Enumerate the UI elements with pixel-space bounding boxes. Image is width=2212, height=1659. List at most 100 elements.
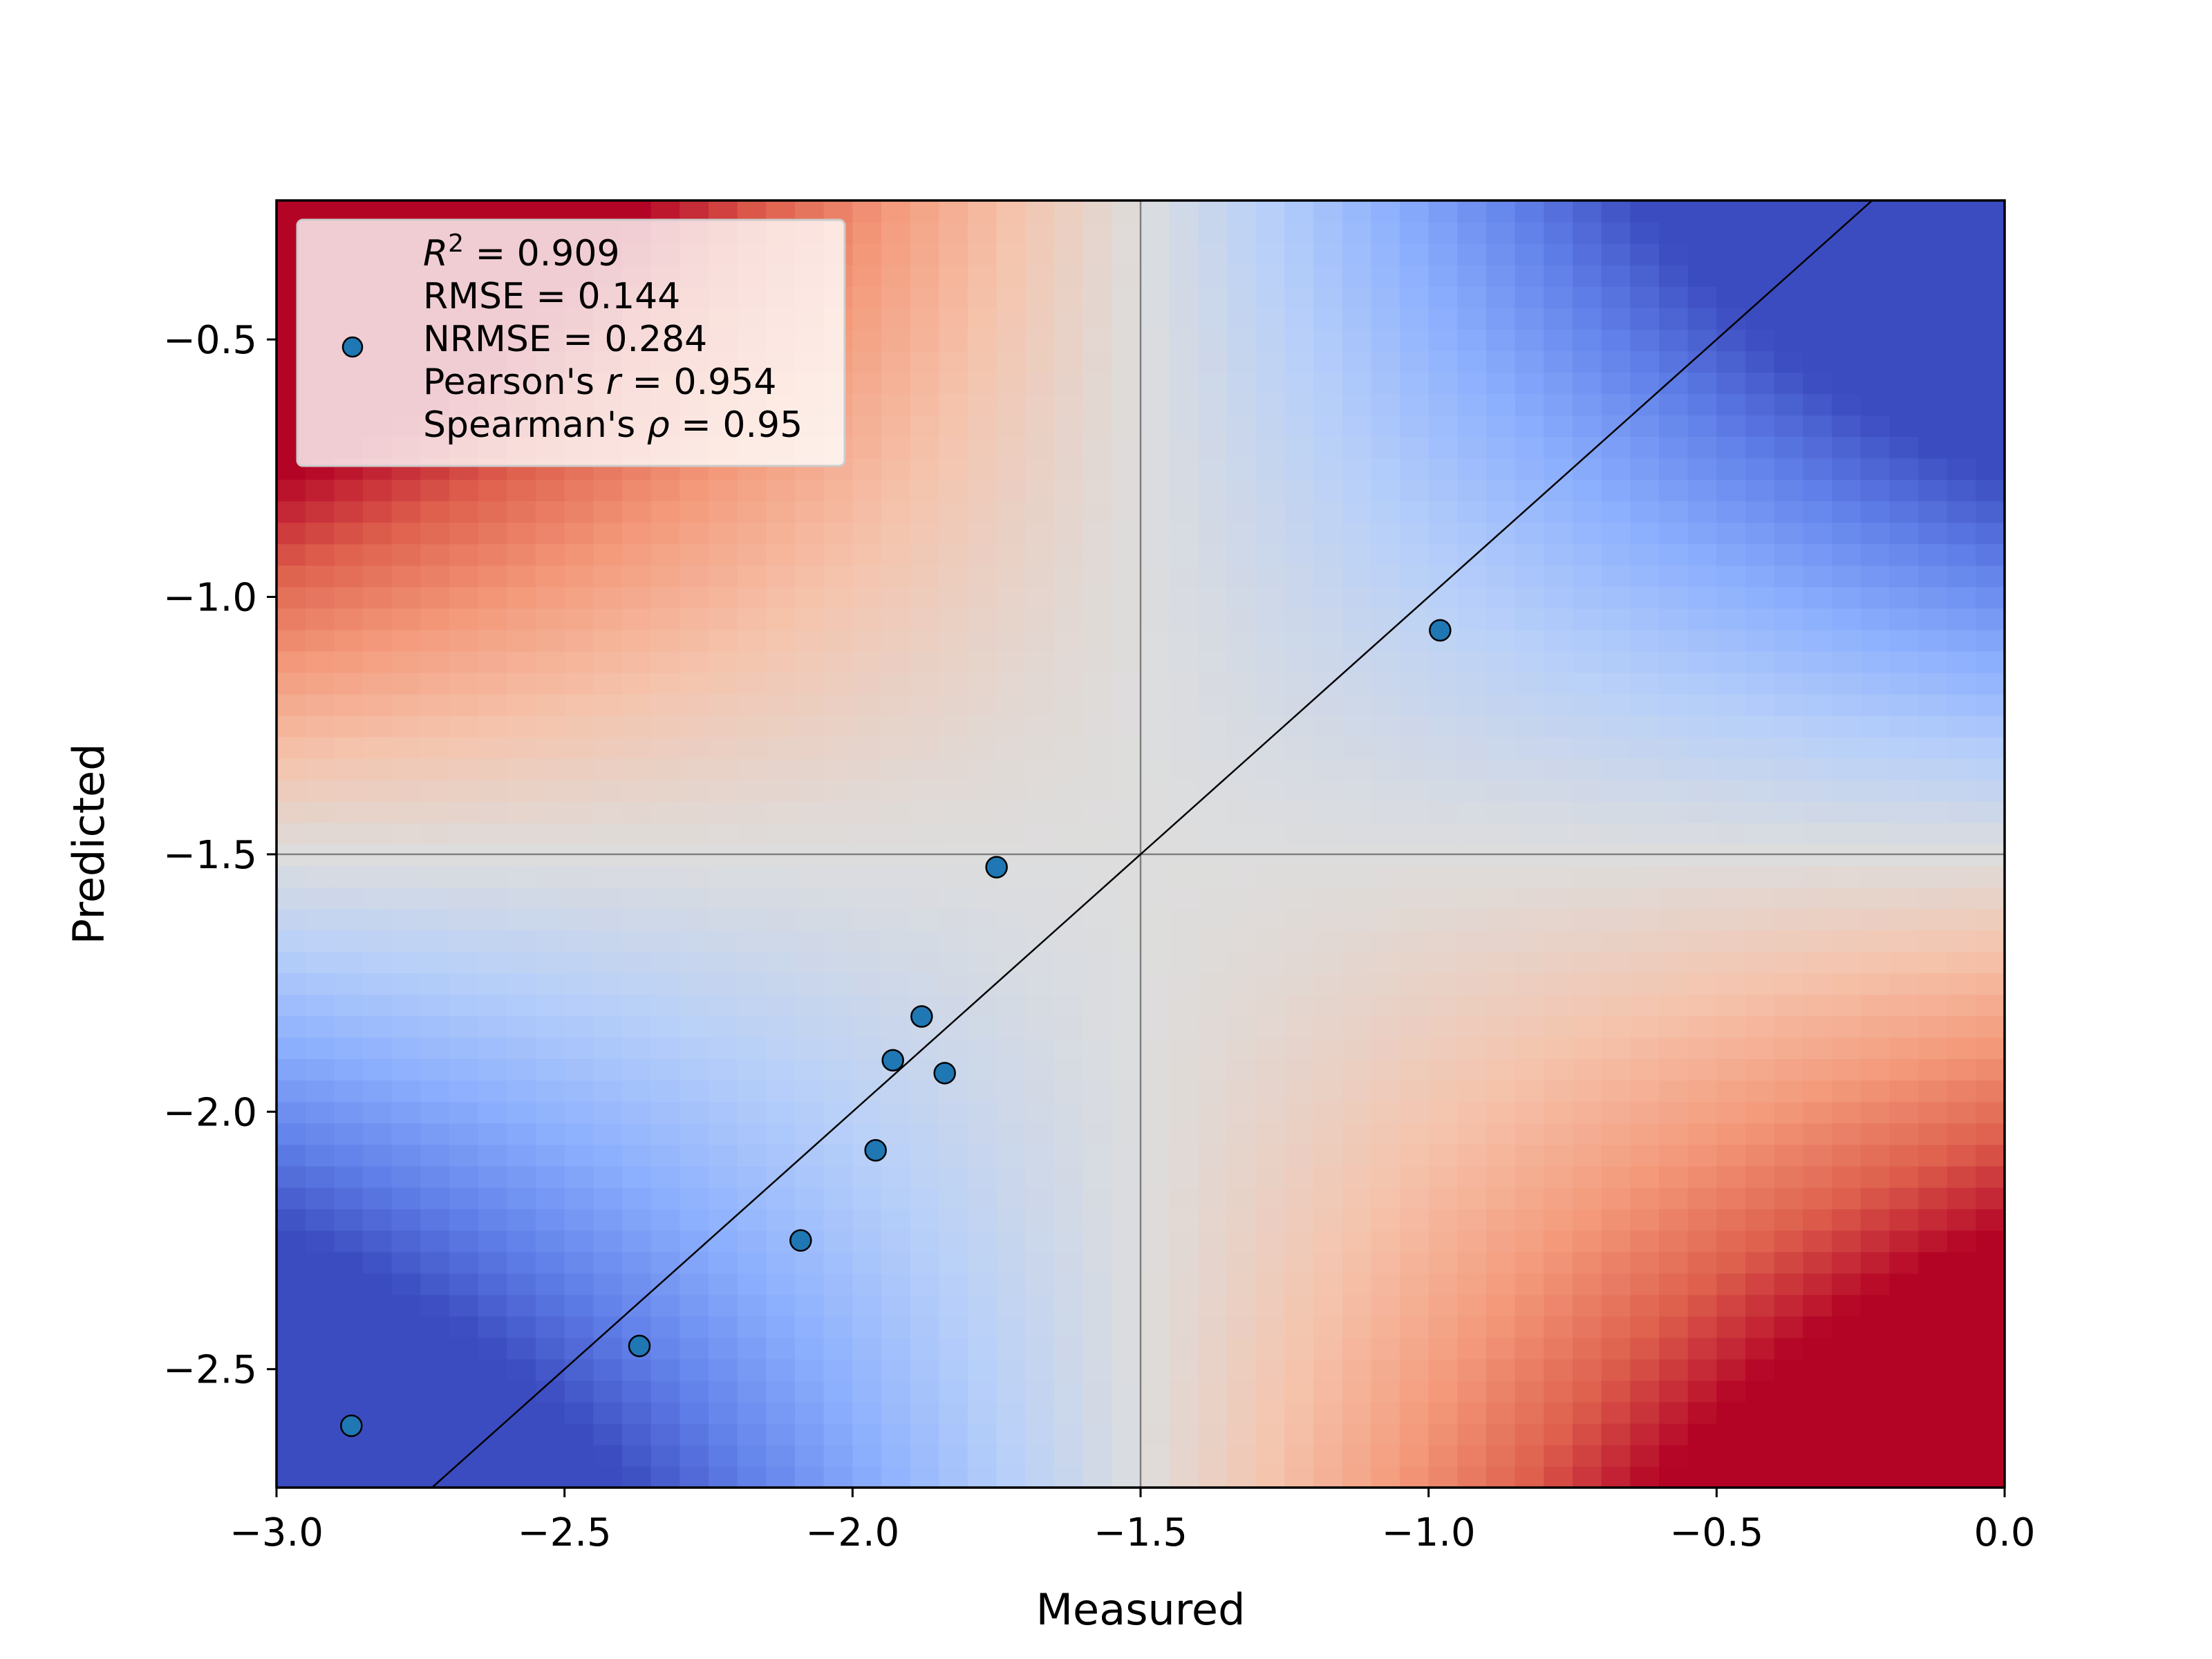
heatmap-cell <box>1371 565 1400 588</box>
heatmap-cell <box>823 973 854 995</box>
heatmap-cell <box>1947 650 1977 673</box>
heatmap-cell <box>1141 629 1170 652</box>
heatmap-cell <box>276 800 306 823</box>
heatmap-cell <box>1371 715 1400 738</box>
heatmap-cell <box>1428 1080 1459 1103</box>
heatmap-cell <box>363 1337 393 1360</box>
heatmap-cell <box>1630 951 1660 973</box>
heatmap-cell <box>1687 1423 1718 1445</box>
heatmap-cell <box>420 672 450 695</box>
heatmap-cell <box>363 1165 393 1188</box>
heatmap-cell <box>1054 1294 1084 1317</box>
heatmap-cell <box>823 951 854 973</box>
data-point <box>340 1414 363 1437</box>
heatmap-cell <box>1025 908 1055 930</box>
heatmap-cell <box>391 1230 422 1253</box>
heatmap-cell <box>1774 1123 1804 1145</box>
heatmap-cell <box>1601 1015 1631 1038</box>
heatmap-cell <box>1573 930 1602 952</box>
heatmap-cell <box>622 908 652 930</box>
heatmap-cell <box>1082 1187 1113 1210</box>
heatmap-cell <box>478 1230 508 1253</box>
heatmap-cell <box>536 779 565 802</box>
heatmap-cell <box>1457 908 1487 930</box>
heatmap-cell <box>1544 1315 1573 1338</box>
heatmap-cell <box>1803 1187 1833 1210</box>
heatmap-cell <box>363 693 393 716</box>
heatmap-cell <box>1544 693 1573 716</box>
heatmap-cell <box>1860 650 1891 673</box>
heatmap-cell <box>996 308 1027 330</box>
heatmap-cell <box>1544 1144 1573 1167</box>
heatmap-cell <box>1889 715 1919 738</box>
heatmap-cell <box>1573 565 1602 588</box>
heatmap-cell <box>1284 1208 1314 1231</box>
heatmap-cell <box>1860 265 1891 287</box>
heatmap-cell <box>1601 1294 1631 1317</box>
heatmap-cell <box>1803 1037 1833 1060</box>
heatmap-cell <box>1025 436 1055 459</box>
heatmap-cell <box>1976 458 2005 480</box>
heatmap-cell <box>593 565 623 588</box>
heatmap-cell <box>996 1444 1027 1467</box>
heatmap-cell <box>1112 1187 1141 1210</box>
heatmap-cell <box>996 800 1027 823</box>
heatmap-cell <box>1457 265 1487 287</box>
heatmap-cell <box>1054 1444 1084 1467</box>
heatmap-cell <box>1054 1165 1084 1188</box>
heatmap-cell <box>795 629 825 652</box>
heatmap-cell <box>1400 693 1430 716</box>
heatmap-cell <box>1889 1123 1919 1145</box>
heatmap-cell <box>1601 200 1631 223</box>
heatmap-cell <box>881 1423 911 1445</box>
heatmap-cell <box>1227 650 1257 673</box>
heatmap-cell <box>507 500 536 523</box>
heatmap-cell <box>766 1380 796 1403</box>
heatmap-cell <box>968 951 997 973</box>
heatmap-cell <box>939 308 968 330</box>
heatmap-cell <box>1284 650 1314 673</box>
heatmap-cell <box>1169 522 1199 545</box>
heatmap-cell <box>1889 1037 1919 1060</box>
heatmap-cell <box>1889 951 1919 973</box>
heatmap-cell <box>1400 1423 1430 1445</box>
heatmap-cell <box>564 1187 594 1210</box>
heatmap-cell <box>679 1015 709 1038</box>
heatmap-cell <box>795 586 825 609</box>
heatmap-cell <box>1428 543 1459 566</box>
heatmap-cell <box>1054 973 1084 995</box>
heatmap-cell <box>1918 629 1948 652</box>
heatmap-cell <box>1918 415 1948 438</box>
heatmap-cell <box>1284 715 1314 738</box>
heatmap-cell <box>1659 393 1689 416</box>
heatmap-cell <box>1745 372 1775 395</box>
heatmap-cell <box>1976 994 2005 1017</box>
heatmap-cell <box>334 1101 364 1124</box>
heatmap-cell <box>391 1358 422 1381</box>
heatmap-cell <box>1630 908 1660 930</box>
heatmap-cell <box>650 1101 681 1124</box>
heatmap-cell <box>1515 1080 1545 1103</box>
heatmap-cell <box>1169 608 1199 630</box>
heatmap-cell <box>1486 1144 1516 1167</box>
heatmap-cell <box>1918 543 1948 566</box>
heatmap-cell <box>593 1337 623 1360</box>
heatmap-cell <box>996 1015 1027 1038</box>
heatmap-cell <box>622 1123 652 1145</box>
heatmap-cell <box>334 800 364 823</box>
heatmap-cell <box>795 994 825 1017</box>
heatmap-cell <box>852 222 882 244</box>
heatmap-cell <box>766 1251 796 1274</box>
heatmap-cell <box>1169 1208 1199 1231</box>
heatmap-cell <box>1198 1015 1228 1038</box>
heatmap-cell <box>1255 243 1286 265</box>
heatmap-cell <box>1371 994 1400 1017</box>
heatmap-cell <box>1457 1401 1487 1424</box>
heatmap-cell <box>881 672 911 695</box>
heatmap-cell <box>622 1101 652 1124</box>
heatmap-cell <box>1860 350 1891 373</box>
heatmap-cell <box>968 243 997 265</box>
heatmap-cell <box>391 779 422 802</box>
heatmap-cell <box>420 779 450 802</box>
heatmap-cell <box>564 650 594 673</box>
